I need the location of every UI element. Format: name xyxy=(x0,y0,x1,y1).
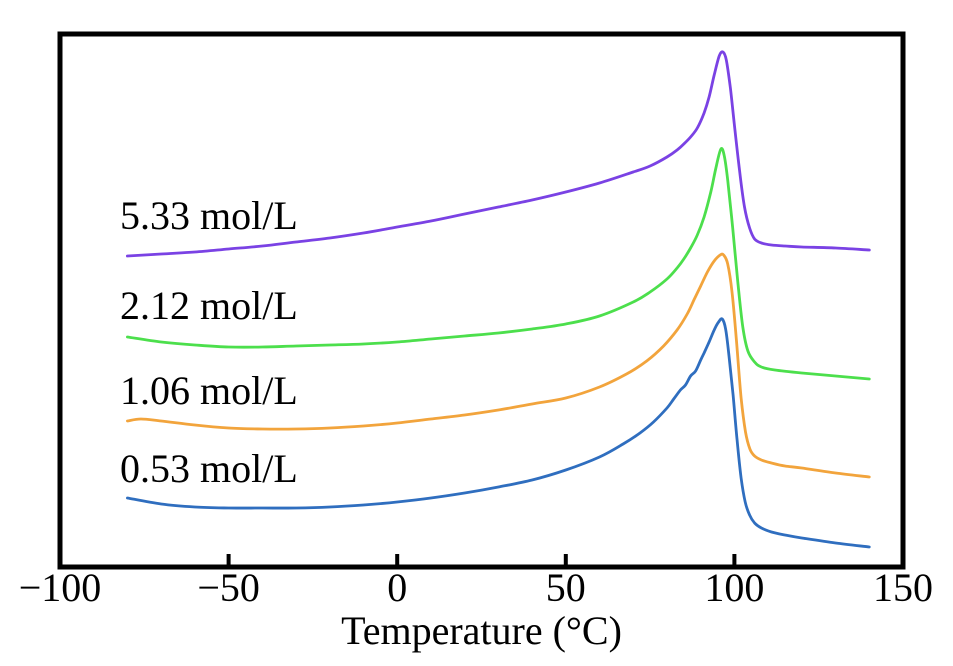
x-tick-label: 50 xyxy=(545,565,586,610)
x-tick-label: −50 xyxy=(197,565,260,610)
curve-label-1.06: 1.06 mol/L xyxy=(120,368,298,413)
x-tick-label: 0 xyxy=(387,565,408,610)
series-curve-3 xyxy=(126,317,871,549)
x-tick-label: 150 xyxy=(873,565,933,610)
series-curve-2 xyxy=(126,252,871,479)
curve-label-0.53: 0.53 mol/L xyxy=(120,446,298,491)
x-axis-tick-labels: −100 −50 0 50 100 150 xyxy=(0,568,953,614)
x-axis-title: Temperature (°C) xyxy=(341,608,622,653)
plot-frame xyxy=(57,31,906,570)
x-tick-label: 100 xyxy=(704,565,765,610)
series-curve-0 xyxy=(126,50,871,258)
curve-label-5.33: 5.33 mol/L xyxy=(120,193,298,238)
x-tick-label: −100 xyxy=(18,565,102,610)
series-curve-1 xyxy=(126,147,871,381)
curve-label-2.12: 2.12 mol/L xyxy=(120,283,298,328)
